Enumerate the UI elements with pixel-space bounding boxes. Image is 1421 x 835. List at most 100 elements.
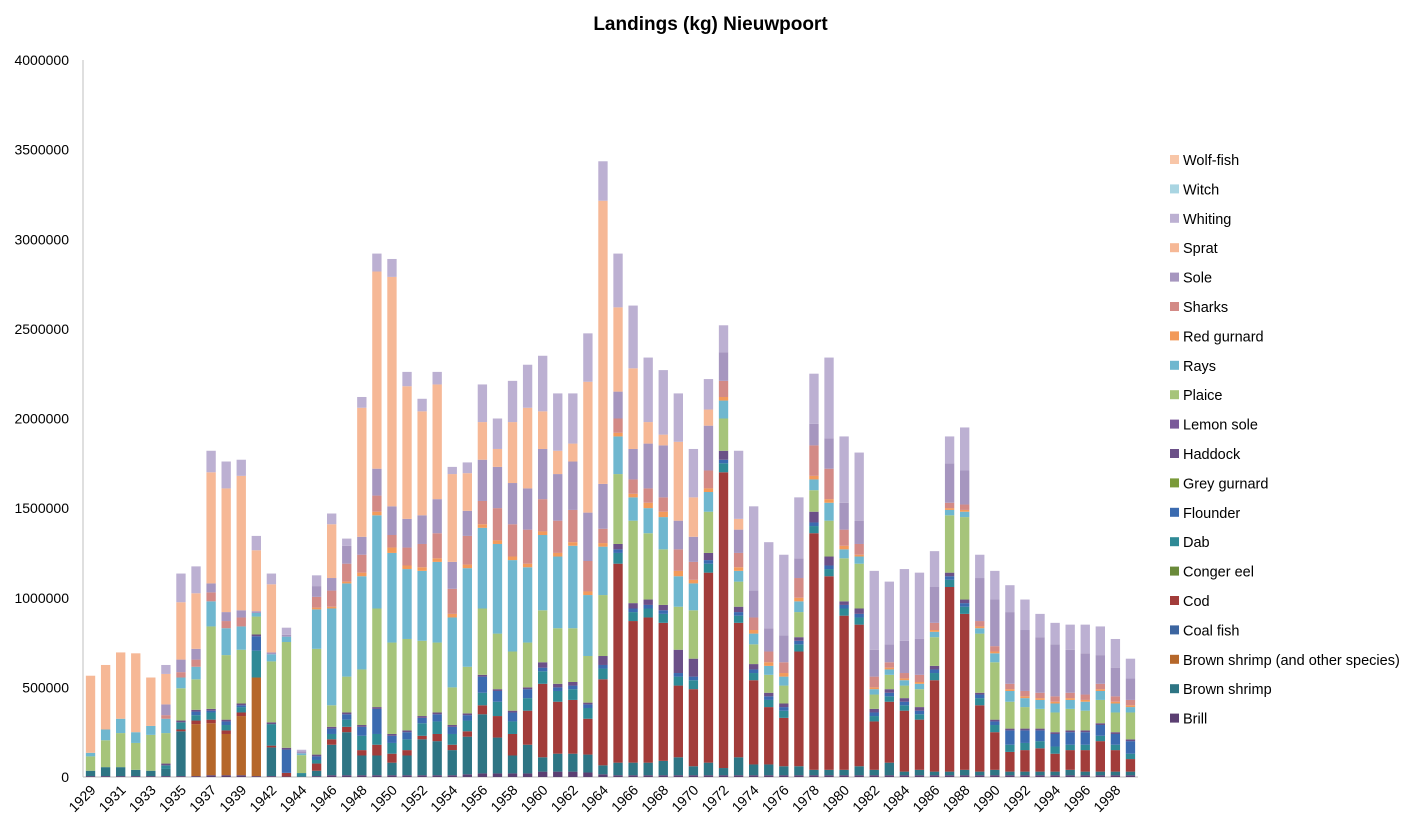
- bar-segment: [598, 668, 608, 680]
- bar-segment: [854, 624, 864, 767]
- bar-segment: [749, 669, 759, 674]
- legend-label: Sprat: [1183, 241, 1218, 257]
- bar-segment: [598, 543, 608, 547]
- bar-segment: [221, 721, 231, 726]
- bar-segment: [357, 750, 367, 756]
- bar-segment: [85, 752, 96, 757]
- bar-segment: [628, 612, 638, 622]
- bar-segment: [477, 422, 488, 460]
- legend-label: Brown shrimp (and other species): [1183, 653, 1400, 669]
- bar-segment: [417, 640, 427, 717]
- bar-segment: [613, 432, 623, 437]
- bar-segment: [176, 659, 186, 673]
- bar-segment: [854, 775, 864, 777]
- chart-title: Landings (kg) Nieuwpoort: [593, 14, 828, 35]
- bar-segment: [206, 472, 216, 584]
- bar-segment: [929, 775, 940, 777]
- legend-swatch: [1170, 684, 1179, 694]
- bar-segment: [357, 536, 367, 555]
- bar-segment: [372, 733, 382, 745]
- bar-segment: [402, 732, 412, 740]
- bar-segment: [824, 565, 834, 570]
- bar-segment: [1050, 701, 1060, 704]
- bar-segment: [914, 719, 925, 770]
- bar-segment: [1065, 750, 1075, 770]
- x-tick-label: 1942: [246, 782, 279, 815]
- bar-segment: [281, 747, 292, 750]
- bar-segment: [206, 775, 216, 777]
- bar-segment: [613, 549, 623, 553]
- bar-segment: [1035, 637, 1045, 693]
- bar-segment: [85, 770, 96, 777]
- bar-segment: [1050, 696, 1060, 702]
- bar-segment: [447, 588, 457, 614]
- bar-segment: [824, 569, 834, 577]
- bar-segment: [206, 710, 216, 713]
- bar-segment: [176, 722, 186, 730]
- bar-segment: [462, 535, 472, 565]
- bar-segment: [899, 673, 910, 679]
- bar-segment: [266, 661, 277, 723]
- bar-segment: [688, 680, 699, 690]
- bar-segment: [628, 479, 638, 494]
- bar-segment: [809, 511, 819, 523]
- bar-segment: [673, 685, 683, 758]
- bar-segment: [221, 775, 231, 777]
- bar-segment: [447, 561, 457, 589]
- bar-segment: [402, 739, 412, 751]
- bar-segment: [447, 750, 457, 776]
- bar-segment: [327, 513, 337, 525]
- bar-segment: [990, 662, 1000, 720]
- bar-segment: [583, 591, 593, 596]
- bar-segment: [688, 610, 699, 659]
- bar-segment: [703, 762, 714, 776]
- bar-segment: [236, 459, 246, 476]
- bar-segment: [538, 535, 548, 611]
- bar-segment: [1065, 732, 1075, 745]
- bar-segment: [568, 689, 578, 700]
- bar-segment: [1005, 744, 1015, 752]
- bar-segment: [538, 757, 548, 772]
- bar-segment: [628, 497, 638, 521]
- bar-segment: [342, 563, 352, 582]
- bar-segment: [522, 744, 533, 774]
- bar-segment: [372, 744, 382, 756]
- bar-segment: [553, 450, 563, 475]
- bar-segment: [206, 723, 216, 776]
- bar-segment: [1020, 690, 1030, 697]
- bar-segment: [161, 768, 171, 777]
- bar-segment: [975, 554, 985, 579]
- bar-segment: [342, 714, 352, 720]
- bar-segment: [553, 628, 563, 684]
- bar-segment: [568, 545, 578, 629]
- bar-segment: [779, 766, 789, 776]
- bar-segment: [1065, 769, 1075, 776]
- bar-segment: [221, 719, 231, 722]
- bar-segment: [251, 611, 261, 613]
- bar-segment: [327, 606, 337, 609]
- bar-segment: [161, 673, 171, 705]
- bar-segment: [477, 692, 488, 706]
- bar-segment: [568, 685, 578, 690]
- bar-segment: [1125, 771, 1136, 776]
- bar-segment: [387, 775, 397, 777]
- bar-segment: [688, 448, 699, 498]
- bar-segment: [1020, 698, 1030, 708]
- bar-segment: [1005, 775, 1015, 777]
- bar-segment: [944, 515, 955, 573]
- bar-segment: [990, 725, 1000, 733]
- bar-segment: [703, 511, 714, 553]
- bar-segment: [1020, 742, 1030, 751]
- bar-segment: [402, 371, 412, 387]
- bar-segment: [1110, 701, 1121, 704]
- bar-segment: [658, 549, 668, 605]
- bar-segment: [628, 608, 638, 613]
- bar-segment: [432, 741, 442, 776]
- bar-segment: [583, 512, 593, 562]
- bar-segment: [779, 703, 789, 708]
- bar-segment: [1110, 696, 1121, 702]
- bar-segment: [1035, 613, 1045, 638]
- bar-segment: [176, 729, 186, 732]
- bar-segment: [718, 768, 729, 776]
- bar-segment: [1050, 753, 1060, 772]
